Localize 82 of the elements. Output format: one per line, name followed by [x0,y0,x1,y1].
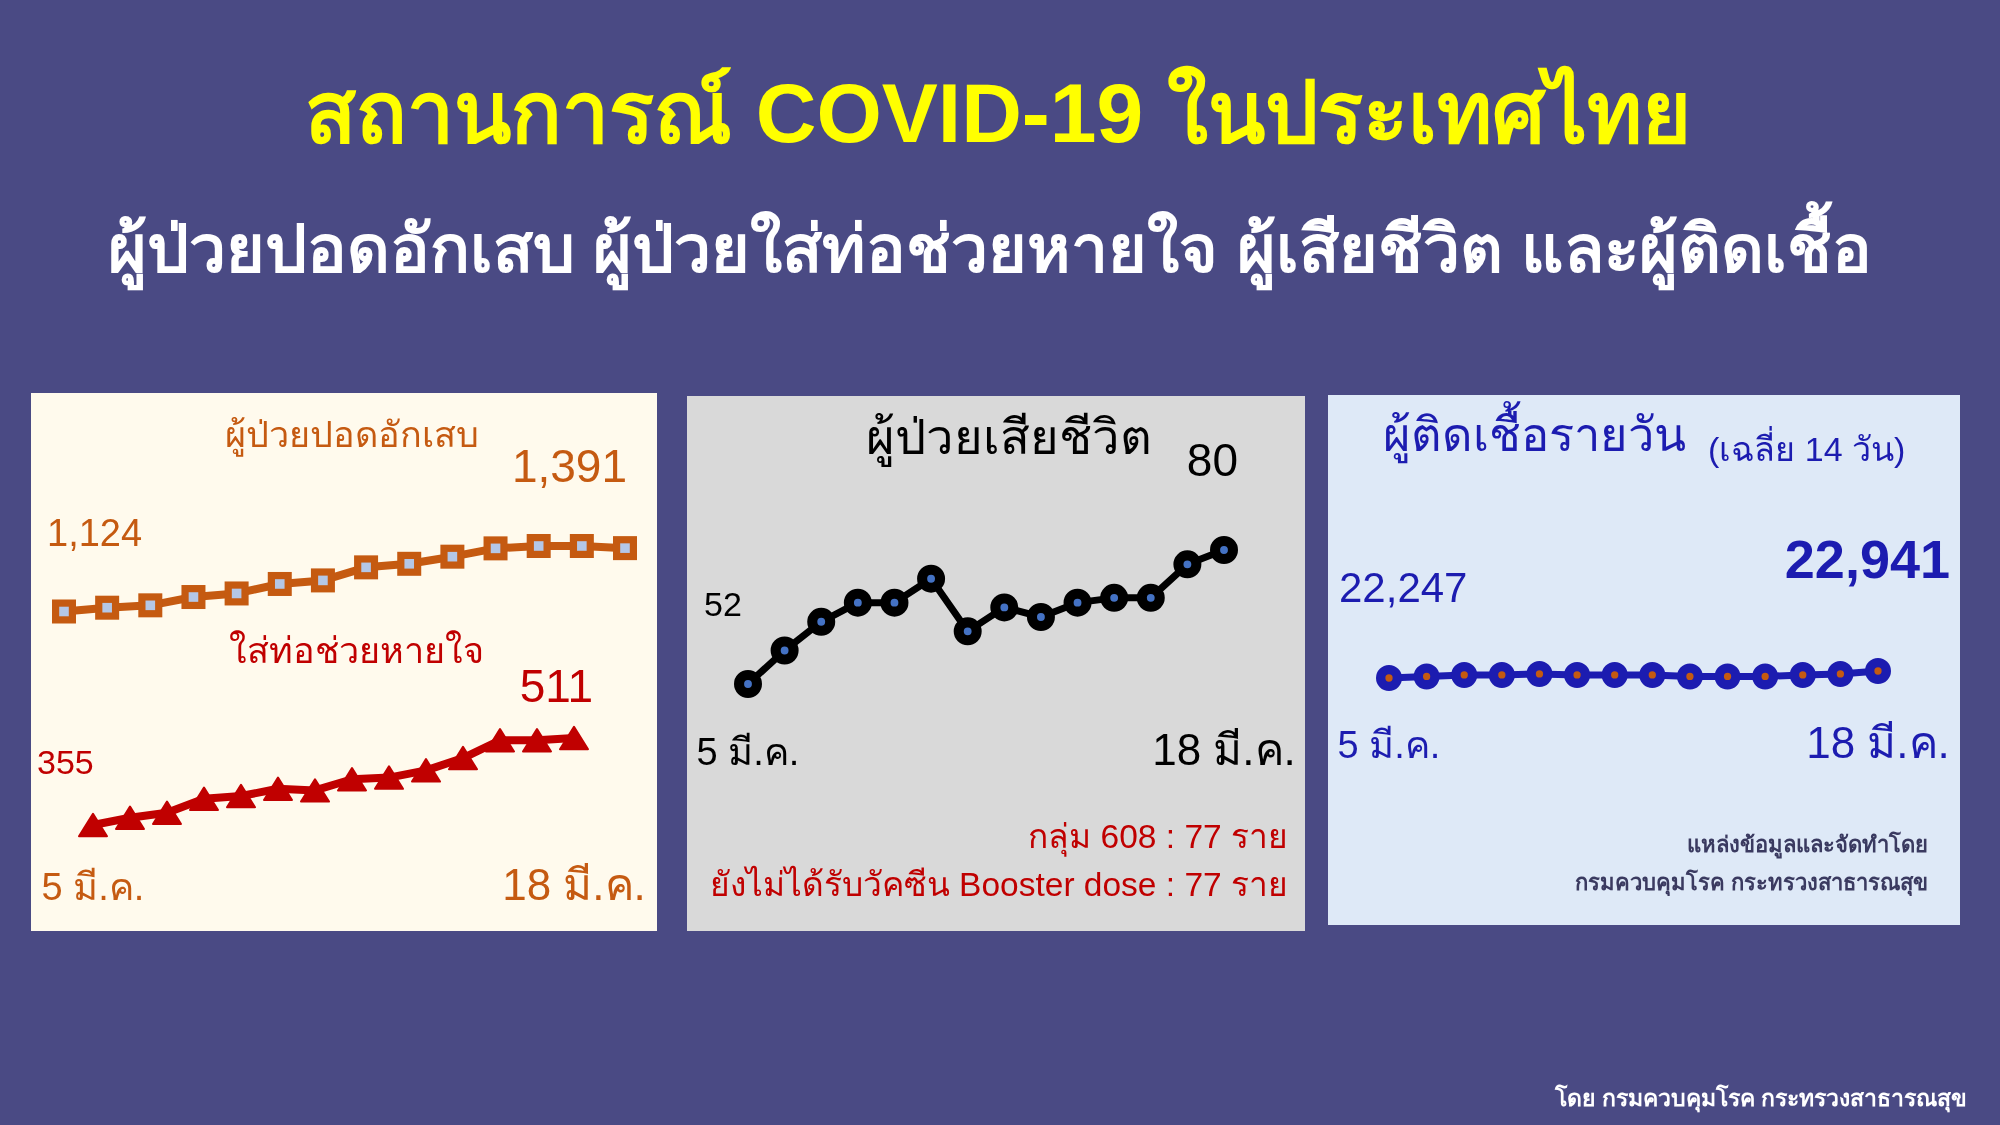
point [953,617,982,646]
text: ผู้ป่วยปอดอักเสบ ผู้ป่วยใส่ท่อช่วยหายใจ ผู้เสียชีวิต และผู้ติดเชื้อ [107,200,1873,291]
text: สถานการณ์ COVID-19 ในประเทศไทย [305,65,1691,160]
point [189,786,219,811]
point [1488,661,1515,688]
point [559,725,589,751]
point [267,571,292,596]
x-tick-label: 18 มี.ค. [1806,718,1950,767]
point [522,728,552,753]
point [734,670,762,698]
point [152,800,182,825]
point [1789,661,1816,688]
point [411,758,441,783]
point [354,555,379,580]
x-tick-label: 5 มี.ค. [41,866,145,908]
data-label: 355 [37,743,94,781]
point [1136,583,1165,612]
point [526,534,551,558]
point [226,783,256,809]
point [1639,661,1666,688]
text: โดย กรมควบคุมโรค กระทรวงสาธารณสุข [1554,1084,1967,1113]
point [52,599,76,624]
point [770,636,799,665]
point [1601,661,1628,688]
text: กลุ่ม 608 : 77 ราย [1028,818,1288,857]
point [485,728,515,753]
point [917,564,946,593]
x-tick-label: 5 มี.ค. [1337,724,1441,766]
point [1451,661,1478,688]
text: ยังไม่ได้รับวัคซีน Booster dose : 77 ราย [709,865,1288,903]
point [880,588,909,617]
data-label: 80 [1186,434,1238,486]
point [1865,658,1891,684]
point [95,595,120,620]
point [115,805,145,830]
point [1827,660,1854,687]
data-label: 22,247 [1339,564,1468,611]
point [1526,660,1553,687]
point [337,767,367,792]
chart-subtitle: (เฉลี่ย 14 วัน) [1708,426,1906,468]
point [78,812,108,838]
point [1676,663,1703,690]
point [483,536,508,561]
text: กรมควบคุมโรค กระทรวงสาธารณสุข [1574,869,1928,897]
point [374,765,404,790]
point [397,551,422,576]
chart-title: ผู้ป่วยเสียชีวิต [866,410,1152,467]
point [263,776,293,801]
point [1714,663,1741,690]
point [569,534,594,558]
data-label: 52 [704,585,742,623]
x-tick-label: 18 มี.ค. [502,860,646,909]
point [448,745,478,771]
point [1376,665,1402,691]
point [990,593,1019,622]
point [224,581,249,606]
point [310,568,335,593]
data-label: 1,391 [511,440,627,493]
point [1564,661,1591,688]
point [1413,663,1440,690]
data-label: 1,124 [47,511,143,554]
point [1752,663,1779,690]
point [440,544,465,569]
data-label: 22,941 [1784,529,1950,589]
point [1100,583,1129,612]
text: แหล่งข้อมูลและจัดทำโดย [1687,831,1928,859]
chart-title: ผู้ติดเชื้อรายวัน [1383,401,1686,464]
chart-title: ใส่ท่อช่วยหายใจ [228,630,484,671]
point [300,778,330,803]
point [1063,588,1092,617]
point [843,588,872,617]
point [1210,536,1238,564]
x-tick-label: 18 มี.ค. [1152,725,1296,774]
point [138,593,163,618]
point [613,536,637,561]
data-label: 511 [519,660,593,712]
point [807,607,836,636]
chart-title: ผู้ป่วยปอดอักเสบ [225,414,479,457]
x-tick-label: 5 มี.ค. [696,731,800,773]
point [1026,603,1055,631]
point [181,585,206,610]
point [1173,550,1202,579]
